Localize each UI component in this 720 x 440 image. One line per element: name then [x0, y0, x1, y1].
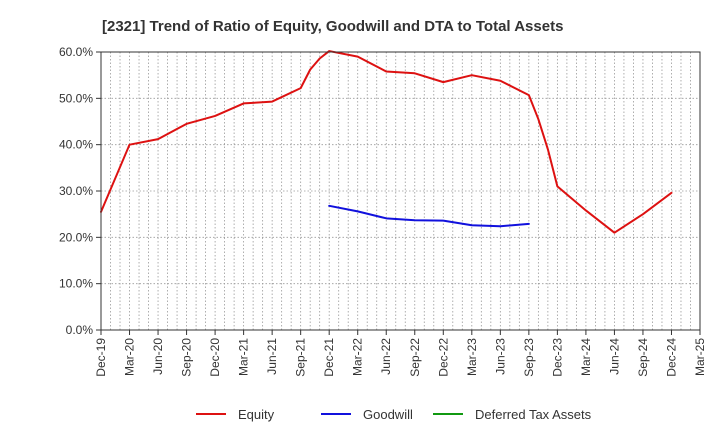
legend-label-goodwill: Goodwill [363, 407, 413, 422]
axes: 0.0% 10.0% 20.0% 30.0% 40.0% 50.0% 60.0% Dec-19… [59, 45, 707, 377]
x-tick-label: Sep-21 [294, 338, 308, 377]
x-tick-label: Mar-24 [579, 338, 593, 376]
x-tick-label: Mar-22 [351, 338, 365, 376]
series-line-goodwill [328, 204, 530, 228]
x-tick-label: Dec-23 [550, 338, 564, 377]
x-tick-label: Sep-22 [408, 338, 422, 377]
x-tick-label: Jun-24 [607, 338, 621, 375]
x-tick-label: Mar-25 [693, 338, 707, 376]
x-tick-label: Dec-21 [322, 338, 336, 377]
y-tick-label: 20.0% [59, 230, 93, 244]
legend-label-deferred-tax-assets: Deferred Tax Assets [475, 407, 592, 422]
x-tick-label: Dec-22 [436, 338, 450, 377]
x-tick-label: Jun-21 [265, 338, 279, 375]
y-tick-label: 50.0% [59, 91, 93, 105]
x-tick-label: Jun-22 [379, 338, 393, 375]
plot-frame [100, 51, 701, 331]
legend: Equity Goodwill Deferred Tax Assets [196, 407, 592, 422]
x-tick-label: Jun-20 [151, 338, 165, 375]
y-tick-label: 40.0% [59, 138, 93, 152]
series-line-equity [100, 50, 673, 234]
y-tick-label: 10.0% [59, 277, 93, 291]
y-tick-label: 30.0% [59, 184, 93, 198]
x-tick-label: Sep-24 [636, 338, 650, 377]
x-tick-label: Dec-19 [94, 338, 108, 377]
y-tick-label: 60.0% [59, 45, 93, 59]
x-tick-label: Dec-24 [664, 338, 678, 377]
chart-title: [2321] Trend of Ratio of Equity, Goodwil… [102, 18, 563, 35]
x-tick-label: Sep-23 [522, 338, 536, 377]
grid [101, 51, 700, 330]
y-tick-label: 0.0% [66, 323, 94, 337]
x-tick-label: Mar-23 [465, 338, 479, 376]
x-tick-label: Jun-23 [493, 338, 507, 375]
series-group [100, 50, 673, 234]
x-tick-label: Dec-20 [208, 338, 222, 377]
x-tick-label: Sep-20 [180, 338, 194, 377]
x-tick-label: Mar-21 [237, 338, 251, 376]
x-tick-label: Mar-20 [123, 338, 137, 376]
legend-label-equity: Equity [238, 407, 275, 422]
